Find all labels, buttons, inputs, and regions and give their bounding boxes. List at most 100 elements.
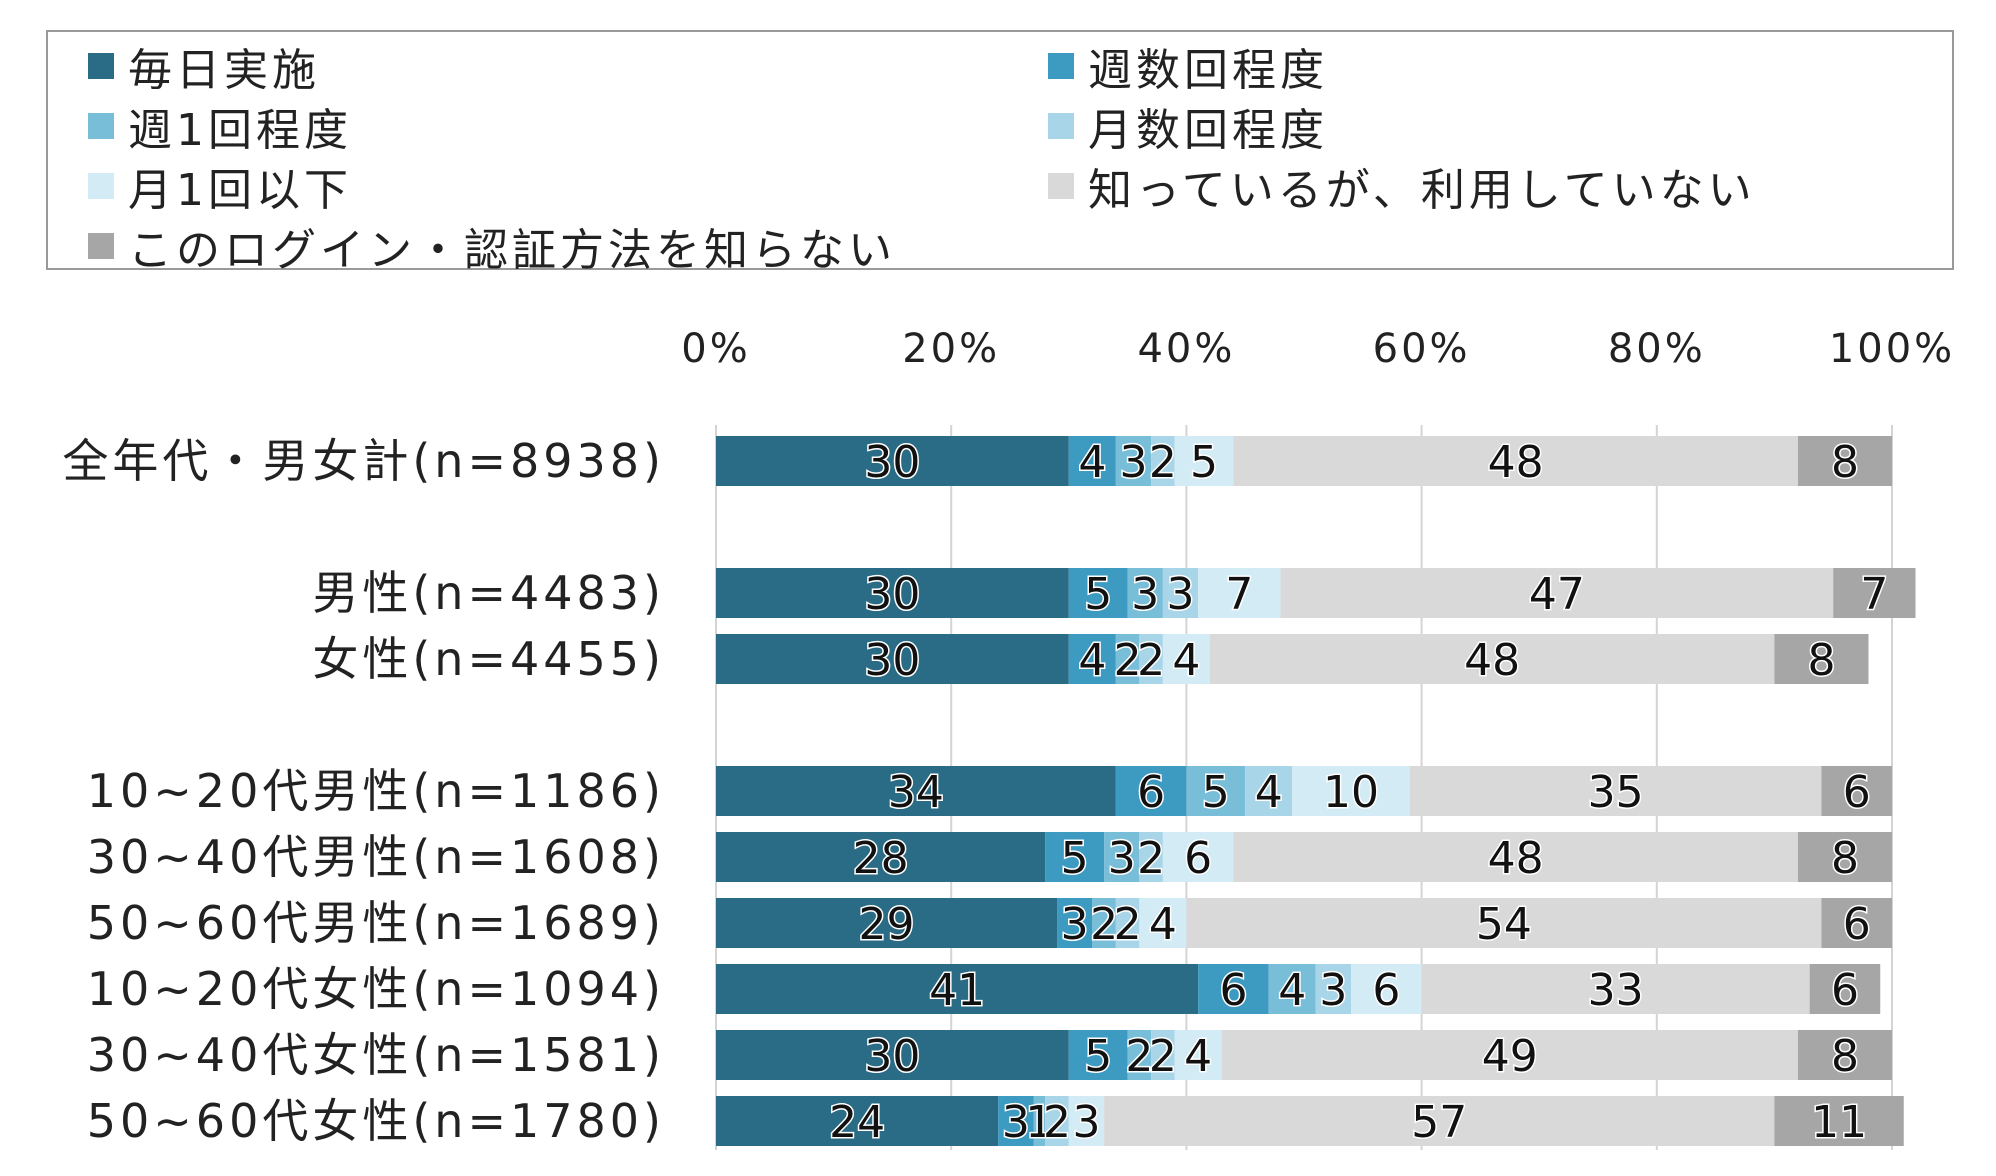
category-label: 10~20代男性(n=1186) xyxy=(87,764,665,818)
data-label: 4 xyxy=(1172,635,1200,686)
bar-segment xyxy=(716,1030,1069,1080)
data-label: 54 xyxy=(1476,899,1532,950)
legend-swatch xyxy=(88,53,114,79)
data-label: 29 xyxy=(859,899,915,950)
data-label: 48 xyxy=(1488,833,1544,884)
legend-swatch xyxy=(1048,113,1074,139)
data-label: 6 xyxy=(1831,965,1859,1016)
data-label: 4 xyxy=(1078,437,1106,488)
x-tick-label: 0% xyxy=(681,326,750,372)
data-label: 2 xyxy=(1043,1097,1071,1148)
x-tick-label: 80% xyxy=(1608,326,1706,372)
x-tick-label: 20% xyxy=(902,326,1000,372)
data-label: 2 xyxy=(1137,635,1165,686)
bar-segment xyxy=(1174,1030,1222,1080)
legend-item: 毎日実施 xyxy=(88,38,320,96)
data-label: 2 xyxy=(1149,437,1177,488)
bar-segment xyxy=(1139,832,1163,882)
data-label: 33 xyxy=(1588,965,1644,1016)
data-label: 3 xyxy=(1119,437,1147,488)
legend: 毎日実施 週数回程度週1回程度 月数回程度月1回以下 知っているが、利用していないこの… xyxy=(46,30,1954,276)
bar-segment xyxy=(1821,898,1892,948)
bar-segment xyxy=(1774,1096,1904,1146)
data-label: 6 xyxy=(1843,899,1871,950)
data-label: 24 xyxy=(829,1097,885,1148)
data-label: 8 xyxy=(1807,635,1835,686)
data-label: 8 xyxy=(1831,437,1859,488)
bar-segment xyxy=(716,964,1199,1014)
data-label: 3 xyxy=(1319,965,1347,1016)
legend-swatch xyxy=(88,233,114,259)
legend-label: 月数回程度 xyxy=(1088,105,1328,156)
bar-segment xyxy=(1833,568,1916,618)
category-label: 50~60代男性(n=1689) xyxy=(87,896,665,950)
bar-segment xyxy=(1315,964,1352,1014)
bar-segment xyxy=(998,1096,1034,1146)
bar-segment xyxy=(1115,436,1152,486)
legend-label: 週1回程度 xyxy=(128,105,352,156)
bar-segment xyxy=(1186,766,1246,816)
data-label: 6 xyxy=(1372,965,1400,1016)
category-label: 全年代・男女計(n=8938) xyxy=(62,434,665,488)
bar-segment xyxy=(1162,568,1199,618)
data-label: 5 xyxy=(1190,437,1218,488)
legend-label: 週数回程度 xyxy=(1088,45,1328,96)
data-label: 8 xyxy=(1831,1031,1859,1082)
data-label: 3 xyxy=(1131,569,1159,620)
category-label: 50~60代女性(n=1780) xyxy=(87,1094,665,1148)
data-label: 2 xyxy=(1114,899,1142,950)
bar-segment xyxy=(1068,1030,1128,1080)
legend-label: 毎日実施 xyxy=(128,45,320,96)
data-label: 5 xyxy=(1084,1031,1112,1082)
legend-item: 週1回程度 xyxy=(88,98,352,156)
data-label: 4 xyxy=(1255,767,1283,818)
bar-segment xyxy=(1174,436,1234,486)
bar-segment xyxy=(1774,634,1869,684)
bar-segment xyxy=(1092,898,1116,948)
bar-segment xyxy=(1245,766,1293,816)
data-label: 7 xyxy=(1225,569,1253,620)
category-label: 10~20代女性(n=1094) xyxy=(87,962,665,1016)
category-label: 30~40代女性(n=1581) xyxy=(87,1028,665,1082)
data-label: 30 xyxy=(864,635,920,686)
bar-segment xyxy=(1045,1096,1069,1146)
legend-swatch xyxy=(1048,173,1074,199)
bar-segment xyxy=(716,568,1069,618)
x-tick-label: 100% xyxy=(1829,326,1955,372)
bar-segment xyxy=(716,832,1046,882)
bar-segment xyxy=(1268,964,1316,1014)
data-label: 3 xyxy=(1002,1097,1030,1148)
data-label: 6 xyxy=(1219,965,1247,1016)
bar-segment xyxy=(1115,898,1140,948)
data-label: 6 xyxy=(1137,767,1165,818)
data-label: 2 xyxy=(1114,635,1142,686)
legend-item: このログイン・認証方法を知らない xyxy=(88,218,896,276)
bar-segment xyxy=(1151,1030,1175,1080)
category-label: 男性(n=4483) xyxy=(312,566,665,620)
bar-segment xyxy=(1033,1096,1046,1146)
data-label: 30 xyxy=(864,437,920,488)
data-label: 4 xyxy=(1078,635,1106,686)
bar-segment xyxy=(1797,1030,1892,1080)
data-label: 4 xyxy=(1149,899,1177,950)
bar-segment xyxy=(1292,766,1410,816)
data-label: 35 xyxy=(1588,767,1644,818)
data-label: 2 xyxy=(1137,833,1165,884)
bar-segment xyxy=(1351,964,1422,1014)
data-label: 7 xyxy=(1860,569,1888,620)
bar-segment xyxy=(716,1096,999,1146)
bar-segment xyxy=(1068,436,1116,486)
bar-segment xyxy=(1198,568,1281,618)
bar-segment xyxy=(1409,766,1822,816)
data-label: 3 xyxy=(1167,569,1195,620)
bar-segment xyxy=(1280,568,1834,618)
bar-segment xyxy=(716,634,1069,684)
bar-segment xyxy=(1068,1096,1105,1146)
data-label: 3 xyxy=(1072,1097,1100,1148)
legend-swatch xyxy=(1048,53,1074,79)
legend-item: 知っているが、利用していない xyxy=(1048,158,1756,216)
data-label: 6 xyxy=(1184,833,1212,884)
legend-item: 週数回程度 xyxy=(1048,38,1328,96)
legend-label: 月1回以下 xyxy=(128,165,352,216)
category-label: 女性(n=4455) xyxy=(312,632,665,686)
